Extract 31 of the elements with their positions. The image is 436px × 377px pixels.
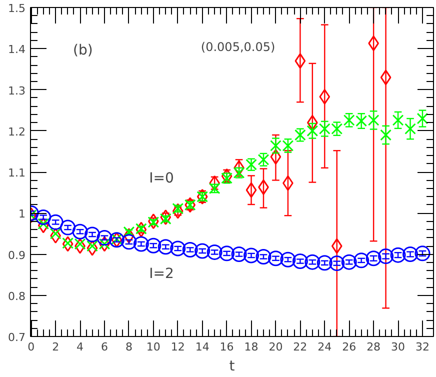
- x-tick-label: 2: [52, 340, 60, 354]
- annotation: I=2: [149, 266, 174, 282]
- annotation: (b): [72, 42, 93, 58]
- x-tick-label: 16: [220, 340, 234, 354]
- y-tick-label: 1: [18, 208, 26, 221]
- y-tick-label: 1.2: [8, 125, 26, 138]
- x-tick-label: 18: [244, 340, 258, 354]
- x-tick-label: 30: [391, 340, 406, 354]
- x-tick-label: 10: [146, 340, 160, 354]
- x-tick-label: 20: [268, 340, 283, 354]
- x-tick-label: 14: [195, 340, 210, 354]
- annotation: I=0: [149, 170, 174, 187]
- annotation: (0.005,0.05): [200, 40, 276, 54]
- y-tick-label: 0.9: [8, 248, 26, 262]
- y-tick-label: 1.4: [8, 43, 26, 56]
- y-tick-label: 0.8: [8, 290, 26, 303]
- x-tick-label: 0: [28, 340, 35, 354]
- y-tick-label: 1.3: [8, 84, 26, 98]
- x-tick-label: 28: [366, 340, 381, 354]
- x-tick-label: 4: [76, 340, 84, 354]
- y-tick-label: 1.5: [8, 2, 26, 15]
- x-tick-label: 6: [100, 340, 108, 354]
- x-axis-title: t: [229, 358, 236, 374]
- x-tick-label: 24: [318, 340, 332, 354]
- x-tick-label: 8: [125, 340, 132, 354]
- x-tick-label: 12: [170, 340, 185, 354]
- x-tick-label: 26: [342, 340, 356, 354]
- y-tick-label: 0.7: [8, 331, 26, 344]
- x-tick-label: 22: [293, 340, 308, 354]
- y-tick-label: 1.1: [8, 166, 26, 180]
- x-tick-label: 32: [415, 340, 430, 354]
